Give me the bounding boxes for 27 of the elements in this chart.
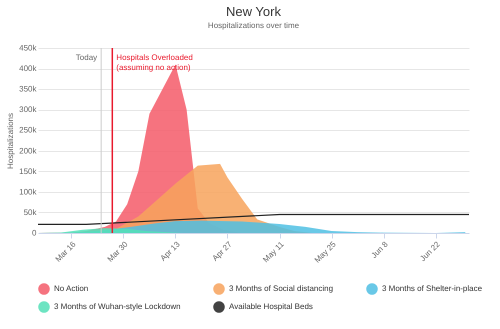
x-tick-label: Mar 30 [106, 239, 130, 264]
y-tick-label: 250k [19, 126, 38, 135]
x-tick-label: Jun 22 [418, 239, 442, 264]
x-tick-label: May 25 [312, 239, 338, 265]
y-tick-label: 200k [19, 146, 38, 156]
x-tick-label: May 11 [261, 239, 286, 264]
y-tick-label: 0 [32, 228, 38, 238]
x-tick-label: Apr 13 [158, 239, 182, 263]
x-tick-label: Jun 8 [369, 239, 390, 260]
y-tick-label: 150k [19, 166, 38, 176]
y-axis-title: Hospitalizations [6, 112, 16, 170]
chart-title: New York [226, 4, 282, 19]
chart-subtitle: Hospitalizations over time [208, 21, 300, 30]
x-tick-label: Apr 27 [210, 239, 234, 263]
legend-label: Available Hospital Beds [229, 302, 313, 311]
legend-label: 3 Months of Social distancing [229, 284, 334, 293]
y-tick-label: 350k [19, 84, 38, 94]
legend-label: 3 Months of Wuhan-style Lockdown [54, 302, 181, 311]
legend-label: 3 Months of Shelter-in-place [382, 284, 483, 293]
y-tick-label: 450k [19, 44, 38, 52]
legend-label: No Action [54, 284, 88, 293]
x-tick-label: Mar 16 [54, 239, 78, 264]
y-tick-label: 100k [19, 187, 38, 196]
ref-line-label: Today [76, 53, 98, 62]
y-tick-label: 400k [19, 64, 38, 74]
y-tick-label: 300k [19, 105, 38, 114]
y-tick-label: 50k [24, 208, 38, 217]
